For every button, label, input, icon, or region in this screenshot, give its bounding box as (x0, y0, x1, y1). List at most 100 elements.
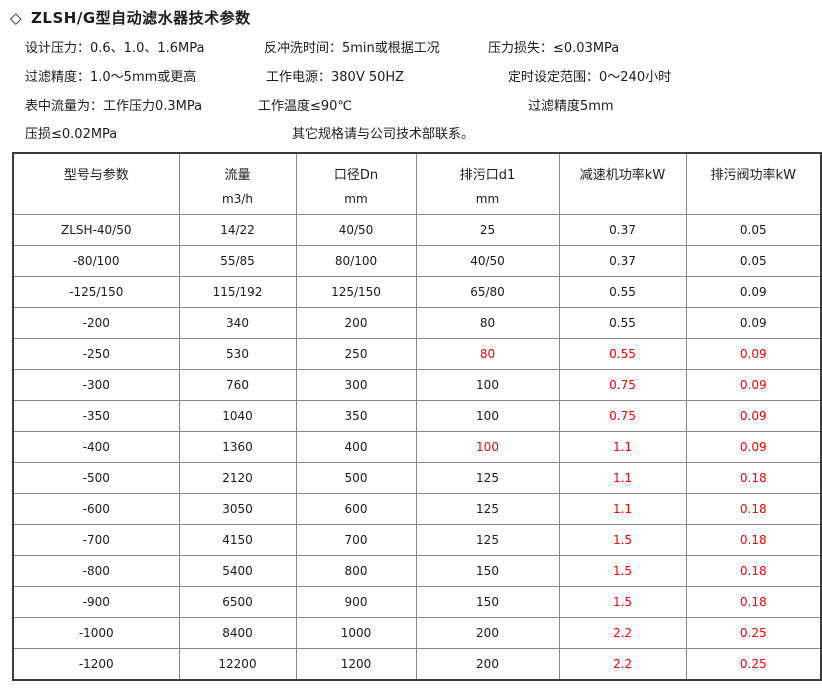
table-row: -400 1360 400 100 1.1 0.09 (12, 431, 822, 463)
spec-timer-range: 定时设定范围：0～240小时 (508, 70, 672, 85)
value-cell: 1.5 (558, 586, 687, 618)
value-cell: 100 (415, 431, 560, 463)
value-cell: 200 (295, 307, 417, 339)
value-cell: 0.75 (558, 369, 687, 401)
value-cell: 2.2 (558, 648, 687, 681)
table-row: -300 760 300 100 0.75 0.09 (12, 369, 822, 401)
value-cell: 2.2 (558, 617, 687, 649)
spec-flow-condition: 表中流量为：工作压力0.3MPa (25, 99, 203, 114)
table-row: -250 530 250 80 0.55 0.09 (12, 338, 822, 370)
column-header: 流量 m3/h (178, 152, 297, 215)
value-cell: 0.18 (685, 555, 822, 587)
value-cell: 1040 (178, 400, 297, 432)
value-cell: 700 (295, 524, 417, 556)
value-cell: 0.55 (558, 338, 687, 370)
value-cell: 0.37 (558, 245, 687, 277)
value-cell: 500 (295, 462, 417, 494)
column-header: 减速机功率kW (558, 152, 687, 215)
table-row: -500 2120 500 125 1.1 0.18 (12, 462, 822, 494)
value-cell: 25 (415, 214, 560, 246)
value-cell: 8400 (178, 617, 297, 649)
model-cell: -300 (12, 369, 180, 401)
table-row: ZLSH-40/50 14/22 40/50 25 0.37 0.05 (12, 214, 822, 246)
value-cell: 150 (415, 586, 560, 618)
value-cell: 125 (415, 493, 560, 525)
table-header: 型号与参数 流量 m3/h 口径Dn mm 排污口d1 mm 减速机功率kW 排污阀功率kW (12, 152, 822, 215)
value-cell: 0.05 (685, 245, 822, 277)
value-cell: 200 (415, 648, 560, 681)
spec-pressure-loss: 压力损失：≤0.03MPa (488, 41, 620, 56)
value-cell: 5400 (178, 555, 297, 587)
value-cell: 40/50 (415, 245, 560, 277)
value-cell: 250 (295, 338, 417, 370)
page-title: ◇ ZLSH/G型自动滤水器技术参数 (10, 7, 251, 28)
table-row: -1200 12200 1200 200 2.2 0.25 (12, 648, 822, 681)
model-cell: -1200 (12, 648, 180, 681)
value-cell: 1.5 (558, 524, 687, 556)
spec-power-supply: 工作电源：380V 50HZ (266, 70, 405, 85)
page-title-text: ZLSH/G型自动滤水器技术参数 (31, 9, 251, 27)
table-body: ZLSH-40/50 14/22 40/50 25 0.37 0.05 -80/100 55/… (12, 214, 822, 681)
value-cell: 40/50 (295, 214, 417, 246)
table-row: -125/150 115/192 125/150 65/80 0.55 0.09 (12, 276, 822, 308)
value-cell: 115/192 (178, 276, 297, 308)
value-cell: 125 (415, 462, 560, 494)
value-cell: 150 (415, 555, 560, 587)
value-cell: 300 (295, 369, 417, 401)
value-cell: 1200 (295, 648, 417, 681)
value-cell: 0.09 (685, 307, 822, 339)
model-cell: -200 (12, 307, 180, 339)
model-cell: -250 (12, 338, 180, 370)
value-cell: 0.37 (558, 214, 687, 246)
value-cell: 1.1 (558, 493, 687, 525)
value-cell: 3050 (178, 493, 297, 525)
value-cell: 530 (178, 338, 297, 370)
value-cell: 760 (178, 369, 297, 401)
value-cell: 0.55 (558, 276, 687, 308)
table-header-row: 型号与参数 流量 m3/h 口径Dn mm 排污口d1 mm 减速机功率kW 排污阀功率kW (12, 152, 822, 215)
model-cell: -1000 (12, 617, 180, 649)
spec-backwash-time: 反冲洗时间：5min或根据工况 (264, 41, 440, 56)
value-cell: 100 (415, 400, 560, 432)
value-cell: 125 (415, 524, 560, 556)
value-cell: 0.18 (685, 524, 822, 556)
table-row: -1000 8400 1000 200 2.2 0.25 (12, 617, 822, 649)
value-cell: 200 (415, 617, 560, 649)
model-cell: -600 (12, 493, 180, 525)
table-row: -700 4150 700 125 1.5 0.18 (12, 524, 822, 556)
value-cell: 12200 (178, 648, 297, 681)
value-cell: 600 (295, 493, 417, 525)
model-cell: -350 (12, 400, 180, 432)
table-row: -80/100 55/85 80/100 40/50 0.37 0.05 (12, 245, 822, 277)
model-cell: -125/150 (12, 276, 180, 308)
value-cell: 1000 (295, 617, 417, 649)
value-cell: 55/85 (178, 245, 297, 277)
value-cell: 0.09 (685, 338, 822, 370)
value-cell: 125/150 (295, 276, 417, 308)
table-row: -800 5400 800 150 1.5 0.18 (12, 555, 822, 587)
value-cell: 0.75 (558, 400, 687, 432)
model-cell: -80/100 (12, 245, 180, 277)
value-cell: 80 (415, 338, 560, 370)
table-row: -900 6500 900 150 1.5 0.18 (12, 586, 822, 618)
value-cell: 6500 (178, 586, 297, 618)
value-cell: 0.55 (558, 307, 687, 339)
value-cell: 1360 (178, 431, 297, 463)
value-cell: 100 (415, 369, 560, 401)
model-cell: -900 (12, 586, 180, 618)
value-cell: 80/100 (295, 245, 417, 277)
value-cell: 0.09 (685, 431, 822, 463)
value-cell: 1.5 (558, 555, 687, 587)
value-cell: 1.1 (558, 431, 687, 463)
spec-filter-precision: 过滤精度：1.0～5mm或更高 (25, 70, 197, 85)
parameters-table: 型号与参数 流量 m3/h 口径Dn mm 排污口d1 mm 减速机功率kW 排污阀功率kW Z… (12, 152, 822, 681)
value-cell: 0.09 (685, 400, 822, 432)
spec-design-pressure: 设计压力：0.6、1.0、1.6MPa (25, 41, 205, 56)
value-cell: 0.18 (685, 493, 822, 525)
value-cell: 400 (295, 431, 417, 463)
table-row: -200 340 200 80 0.55 0.09 (12, 307, 822, 339)
column-header: 口径Dn mm (295, 152, 417, 215)
value-cell: 65/80 (415, 276, 560, 308)
value-cell: 900 (295, 586, 417, 618)
